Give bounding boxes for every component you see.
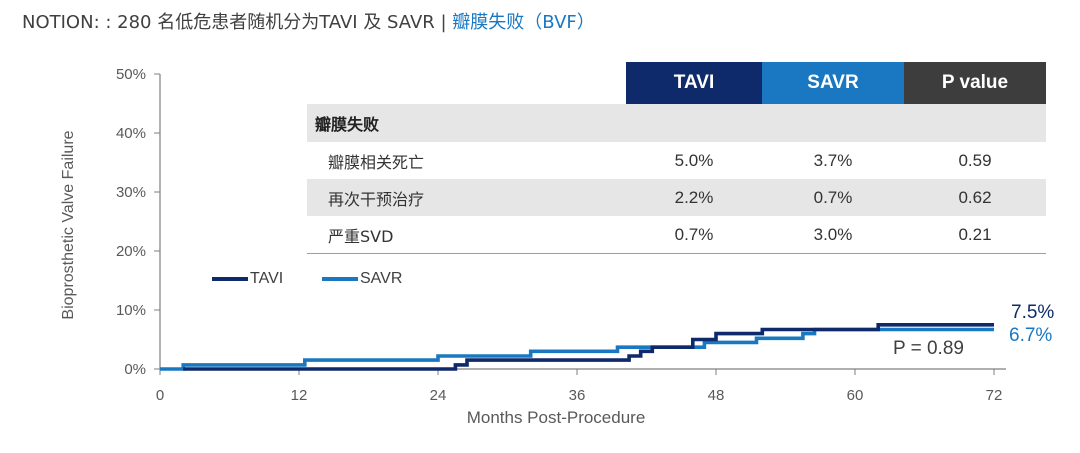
table-cell-tavi: 0.7%	[626, 216, 762, 254]
table-section-label: 瓣膜失败	[307, 104, 1046, 142]
table-cell-tavi: 2.2%	[626, 179, 762, 216]
table-cell-savr: 0.7%	[762, 179, 904, 216]
legend-tavi: TAVI	[212, 270, 283, 288]
title-highlight: 瓣膜失败（BVF）	[452, 12, 595, 33]
bvf-table: TAVI SAVR P value 瓣膜失败 瓣膜相关死亡 5.0% 3.7% …	[307, 62, 1046, 254]
legend-tavi-swatch	[212, 277, 248, 281]
legend-savr-label: SAVR	[360, 270, 403, 287]
x-tick-label: 36	[569, 387, 586, 404]
x-tick-label: 0	[156, 387, 164, 404]
table-row-label: 瓣膜相关死亡	[328, 152, 425, 172]
table-header-row: TAVI SAVR P value	[307, 62, 1046, 104]
y-tick-label: 50%	[116, 66, 146, 83]
p-value-annotation: P = 0.89	[893, 338, 964, 359]
table-header-pvalue: P value	[904, 62, 1046, 104]
table-cell-p: 0.21	[904, 216, 1046, 254]
chart-title: NOTION: : 280 名低危患者随机分为TAVI 及 SAVR | 瓣膜失…	[22, 8, 595, 34]
table-header-tavi: TAVI	[626, 62, 762, 104]
table-cell-p: 0.62	[904, 179, 1046, 216]
y-tick-label: 0%	[124, 361, 146, 378]
table-row: 严重SVD 0.7% 3.0% 0.21	[307, 216, 1046, 254]
y-tick-label: 10%	[116, 302, 146, 319]
x-tick-label: 12	[291, 387, 308, 404]
table-cell-tavi: 5.0%	[674, 150, 714, 170]
table-row-label: 再次干预治疗	[307, 179, 626, 216]
table-header-blank	[307, 62, 626, 104]
x-tick-label: 72	[986, 387, 1003, 404]
x-axis-label: Months Post-Procedure	[466, 408, 646, 427]
legend-tavi-label: TAVI	[250, 270, 284, 287]
y-tick-label: 30%	[116, 184, 146, 201]
series-line-tavi	[183, 323, 994, 371]
x-tick-label: 48	[708, 387, 725, 404]
table-section-row: 瓣膜失败	[307, 104, 1046, 142]
legend-savr-swatch	[322, 277, 358, 281]
table-row: 瓣膜相关死亡 5.0% 3.7% 0.59	[307, 142, 1046, 179]
y-tick-label: 40%	[116, 125, 146, 142]
table-row: 再次干预治疗 2.2% 0.7% 0.62	[307, 179, 1046, 216]
end-label-tavi: 7.5%	[1011, 302, 1055, 323]
y-axis-label: Bioprosthetic Valve Failure	[60, 130, 77, 320]
table-cell-p: 0.59	[958, 150, 992, 170]
x-tick-label: 24	[430, 387, 447, 404]
series-line-savr	[160, 327, 994, 371]
table-cell-savr: 3.0%	[762, 216, 904, 254]
x-tick-label: 60	[847, 387, 864, 404]
end-label-savr: 6.7%	[1009, 325, 1053, 346]
title-prefix: NOTION: : 280 名低危患者随机分为TAVI 及 SAVR |	[22, 12, 453, 33]
table-header-savr: SAVR	[762, 62, 904, 104]
table-row-label: 严重SVD	[307, 216, 626, 254]
y-tick-label: 20%	[116, 243, 146, 260]
table-cell-savr: 3.7%	[813, 150, 853, 170]
legend-savr: SAVR	[322, 270, 402, 288]
